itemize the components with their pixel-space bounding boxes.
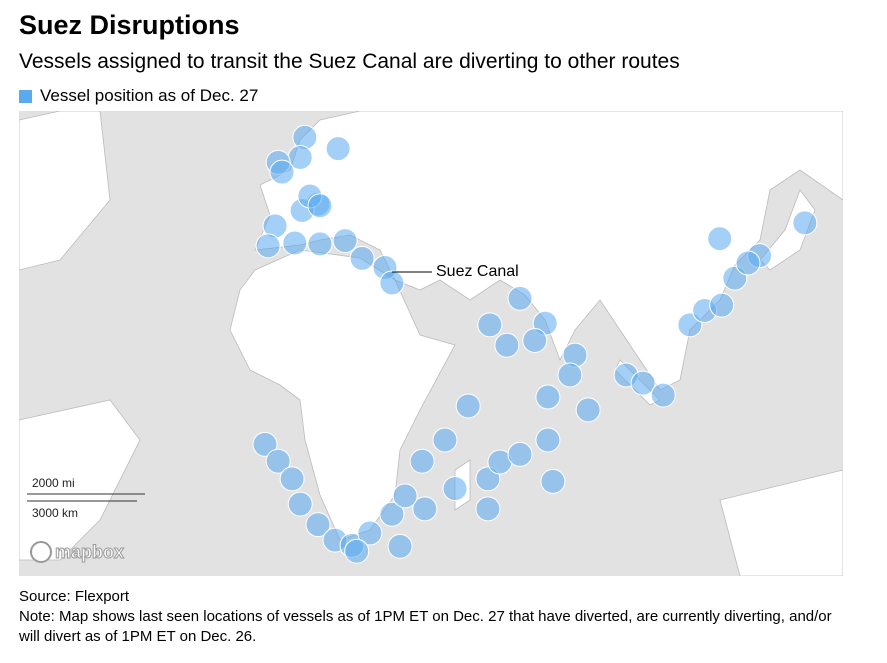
vessel: [475, 496, 501, 522]
source: Source: Flexport: [19, 588, 130, 605]
footer: Source: Flexport Note: Map shows last se…: [19, 587, 849, 647]
vessel: [792, 210, 818, 236]
title: Suez Disruptions: [19, 10, 240, 40]
mapbox-logo: [30, 541, 52, 563]
vessel: [507, 285, 533, 311]
note: Note: Map shows last seen locations of v…: [19, 608, 832, 645]
scale-km: 3000 km: [32, 506, 78, 520]
vessel: [432, 427, 458, 453]
legend-swatch: [19, 89, 32, 103]
vessel: [307, 231, 333, 257]
vessel: [630, 370, 656, 396]
vessel: [507, 441, 533, 467]
vessel: [535, 427, 561, 453]
vessel: [494, 332, 520, 358]
vessel: [332, 228, 358, 254]
attribution: mapbox: [55, 542, 124, 562]
legend-label: Vessel position as of Dec. 27: [40, 86, 259, 105]
vessel: [522, 327, 548, 353]
vessel: [707, 226, 733, 252]
annotation: Suez Canal: [436, 263, 519, 280]
vessels: [252, 124, 818, 564]
vessel: [477, 312, 503, 338]
vessel: [455, 393, 481, 419]
vessel: [557, 362, 583, 388]
vessel: [265, 448, 291, 474]
map: Suez Canal 2000 mi 3000 km mapbox: [19, 111, 843, 576]
vessel: [305, 512, 331, 538]
vessel: [307, 193, 333, 219]
vessel: [279, 466, 305, 492]
vessel: [442, 476, 468, 502]
vessel: [357, 520, 383, 546]
vessel: [575, 397, 601, 423]
vessel: [409, 448, 435, 474]
vessel: [255, 233, 281, 259]
vessel: [379, 270, 405, 296]
vessel: [387, 533, 413, 559]
vessel: [379, 501, 405, 527]
vessel: [349, 245, 375, 271]
subtitle: Vessels assigned to transit the Suez Can…: [19, 50, 680, 73]
vessel: [287, 491, 313, 517]
vessel: [252, 431, 278, 457]
vessel: [735, 250, 761, 276]
vessel: [650, 382, 676, 408]
legend: Vessel position as of Dec. 27: [19, 86, 258, 106]
vessel: [325, 136, 351, 162]
vessel: [344, 538, 370, 564]
vessel: [392, 483, 418, 509]
vessel: [282, 230, 308, 256]
vessel: [412, 496, 438, 522]
vessel: [709, 292, 735, 318]
vessel: [269, 159, 295, 185]
scale-miles: 2000 mi: [32, 476, 75, 490]
vessel: [535, 384, 561, 410]
vessel: [540, 468, 566, 494]
